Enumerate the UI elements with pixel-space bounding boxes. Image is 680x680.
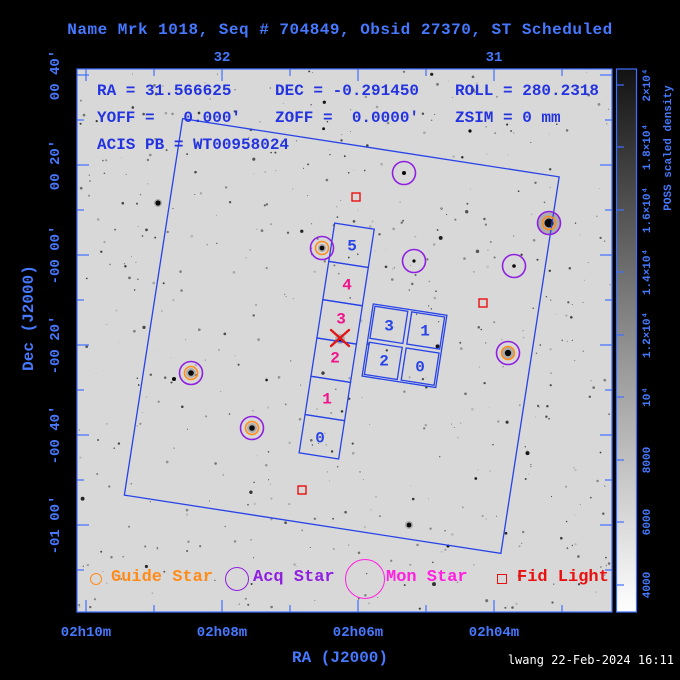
colorbar [615,68,638,613]
legend-label: Guide Star [111,568,214,587]
star [155,200,161,206]
colorbar-tick-label: 1.4×10⁴ [642,248,654,296]
chip-number: 0 [315,430,325,448]
legend-guide-star-icon [90,573,102,585]
info-zoff: ZOFF = 0.0000' [275,109,420,127]
acis-i-chip [369,305,409,345]
acis-i-chip [363,341,403,381]
acis-s-chip [298,413,346,460]
acq-star-circle [501,253,527,279]
chip-number: 0 [415,359,425,377]
legend-label: Acq Star [253,568,335,587]
guide-star-circle [183,365,199,381]
star [249,425,255,431]
footer-user-timestamp: lwang 22-Feb-2024 16:11 [507,653,674,667]
colorbar-tick-label: 1.6×10⁴ [642,186,654,234]
guide-star-circle [500,345,516,361]
chip-number: 1 [420,323,430,341]
star [504,349,512,357]
page-title: Name Mrk 1018, Seq # 704849, Obsid 27370… [67,21,613,39]
field-of-view-outline [123,117,560,555]
x-axis-title: RA (J2000) [291,649,389,667]
chip-number-labels: 5 4 3 2 1 0 3 1 2 0 [315,238,430,448]
ra-degree-tick-label: 31 [485,50,503,66]
info-dec: DEC = -0.291450 [275,82,420,100]
y-axis-title: Dec (J2000) [20,265,38,371]
ra-tick-label: 02h08m [196,625,248,641]
colorbar-tick-label: 10⁴ [642,387,654,407]
acq-star-circle [391,160,417,186]
dec-tick-label: -01 00' [48,495,64,555]
acq-star-circle [401,248,427,274]
star [512,264,516,268]
acq-star-circle [495,340,521,366]
legend-fid-light-icon [497,574,507,584]
star [319,245,325,251]
chip-number: 1 [322,391,332,409]
acis-i-chip [400,347,440,386]
chip-number: 2 [379,353,389,371]
star-markers [178,160,562,495]
star [172,377,176,381]
colorbar-tick-label: 6000 [642,508,654,536]
chip-number: 5 [347,238,357,256]
acis-i-chip [406,311,446,350]
dec-tick-label: 00 20' [48,139,64,191]
chip-number: 4 [342,277,352,295]
dec-tick-label: -00 20' [48,315,64,375]
plot-frame [76,68,613,613]
star [402,171,406,175]
info-roll: ROLL = 280.2318 [455,82,600,100]
aimpoint-x-marker [329,328,351,348]
star [468,129,472,133]
ra-tick-label: 02h06m [332,625,384,641]
legend-mon-star-icon [345,559,385,599]
acq-star-circle [536,210,562,236]
fid-light-square [351,192,361,202]
legend-label: Fid Light [517,568,609,587]
info-acis-pb: ACIS PB = WT00958024 [97,136,290,154]
guide-star-circle [541,215,557,231]
guide-star-circle [314,240,330,256]
ra-tick-label: 02h04m [468,625,520,641]
star [188,370,194,376]
info-yoff: YOFF = 0.000' [97,109,242,127]
star [406,522,412,528]
colorbar-ticks [616,84,624,586]
legend-acq-star-icon [225,567,249,591]
starfield-noise [78,70,611,610]
dec-tick-label: -00 40' [48,405,64,465]
acq-star-circle [239,415,265,441]
acis-i-outline [361,303,448,389]
acq-star-circle [178,360,204,386]
chip-number: 3 [384,318,394,336]
info-zsim: ZSIM = 0 mm [455,109,561,127]
dec-tick-label: 00 40' [48,49,64,101]
chip-number: 2 [330,350,340,368]
axis-ticks [77,69,612,612]
ra-degree-tick-label: 32 [213,50,231,66]
colorbar-tick-label: 8000 [642,446,654,474]
legend-label: Mon Star [386,568,468,587]
guide-star-circle [244,420,260,436]
colorbar-tick-label: 2×10⁴ [642,68,654,102]
fid-light-square [297,485,307,495]
acq-star-circle [309,235,335,261]
fid-light-square [478,298,488,308]
colorbar-tick-label: 4000 [642,571,654,599]
chip-number: 3 [336,311,346,329]
info-ra: RA = 31.566625 [97,82,232,100]
ra-tick-label: 02h10m [60,625,112,641]
colorbar-tick-label: 1.8×10⁴ [642,123,654,171]
star [412,259,416,263]
colorbar-title: POSS scaled density [663,85,675,211]
dec-tick-label: -00 00' [48,225,64,285]
colorbar-tick-label: 1.2×10⁴ [642,311,654,359]
